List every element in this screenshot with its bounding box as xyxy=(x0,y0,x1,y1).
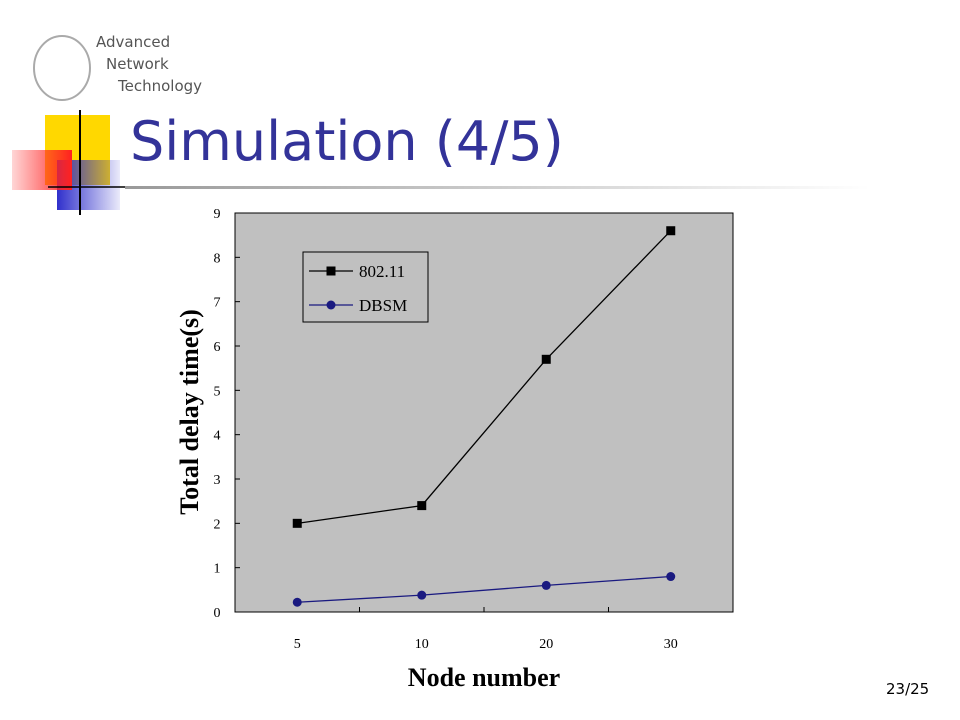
x-axis-title: Node number xyxy=(408,663,560,692)
legend-label: 802.11 xyxy=(359,262,405,281)
y-axis-title: Total delay time(s) xyxy=(175,309,204,515)
slide-title: Simulation (4/5) xyxy=(130,110,564,173)
y-tick-label: 4 xyxy=(214,429,221,444)
legend-marker xyxy=(326,266,336,276)
plot-area xyxy=(234,212,734,613)
y-tick-label: 6 xyxy=(214,340,221,355)
y-tick-label: 3 xyxy=(214,473,221,488)
title-rule xyxy=(125,186,870,189)
y-tick-label: 2 xyxy=(214,517,221,532)
page-number: 23/25 xyxy=(886,680,929,698)
series-line xyxy=(297,575,671,603)
marker xyxy=(666,572,676,582)
marker xyxy=(417,590,427,600)
x-tick-label: 30 xyxy=(664,637,678,652)
decoration xyxy=(12,110,870,215)
marker xyxy=(666,226,676,236)
y-tick-label: 0 xyxy=(214,606,221,621)
series-line xyxy=(297,230,672,524)
y-tick-label: 8 xyxy=(214,251,221,266)
legend-label: DBSM xyxy=(359,296,407,315)
x-tick-label: 20 xyxy=(539,637,553,652)
marker xyxy=(292,518,302,528)
y-tick-label: 1 xyxy=(214,562,221,577)
marker xyxy=(541,354,551,364)
logo-text: Technology xyxy=(117,77,202,95)
logo-text: Advanced xyxy=(96,33,170,51)
marker xyxy=(417,501,427,511)
y-tick-label: 7 xyxy=(214,296,221,311)
x-tick-label: 5 xyxy=(294,637,301,652)
logo-icon xyxy=(33,35,91,101)
y-tick-label: 5 xyxy=(214,384,221,399)
logo: Advanced Network Technology xyxy=(33,33,202,101)
y-tick-label: 9 xyxy=(214,207,221,222)
deco-square xyxy=(12,150,72,190)
logo-text: Network xyxy=(106,55,169,73)
marker xyxy=(541,580,551,590)
legend-box xyxy=(302,251,429,323)
legend-marker xyxy=(326,300,336,310)
x-tick-label: 10 xyxy=(415,637,429,652)
marker xyxy=(292,597,302,607)
